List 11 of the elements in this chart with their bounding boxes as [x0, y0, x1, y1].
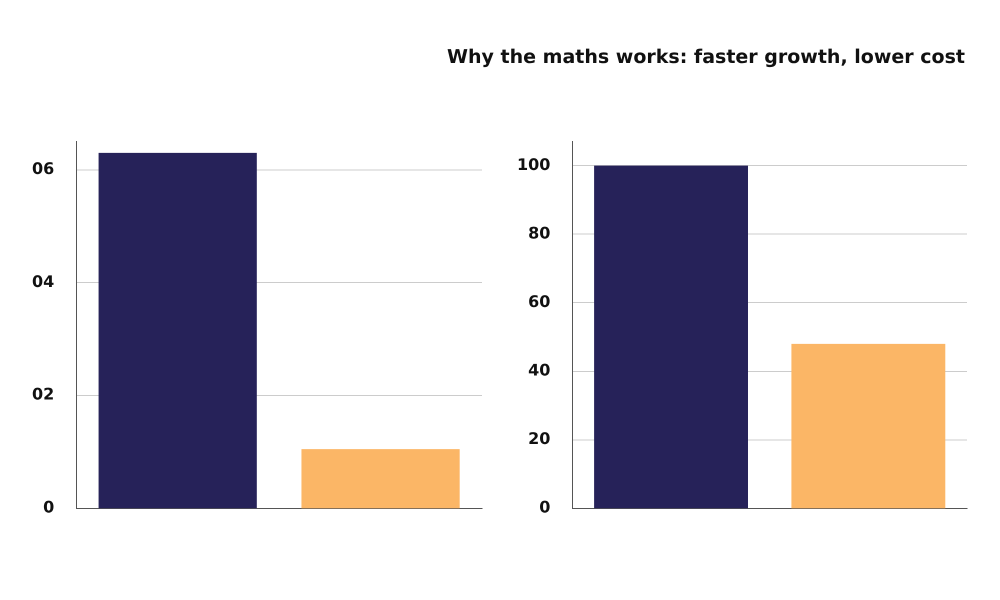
y-tick-label: 02 [32, 384, 54, 404]
y-tick-label: 06 [32, 158, 54, 178]
y-tick-label: 100 [516, 154, 550, 174]
y-tick-label: 0 [43, 498, 54, 517]
chart-title: Why the maths works: faster growth, lower cost [447, 46, 965, 68]
y-tick-label: 0 [539, 498, 550, 517]
y-tick-label: 40 [528, 360, 550, 380]
y-tick-label: 80 [528, 223, 550, 242]
y-tick-label: 04 [32, 272, 54, 291]
y-tick-label: 20 [528, 428, 550, 448]
y-tick-label: 60 [528, 292, 550, 311]
